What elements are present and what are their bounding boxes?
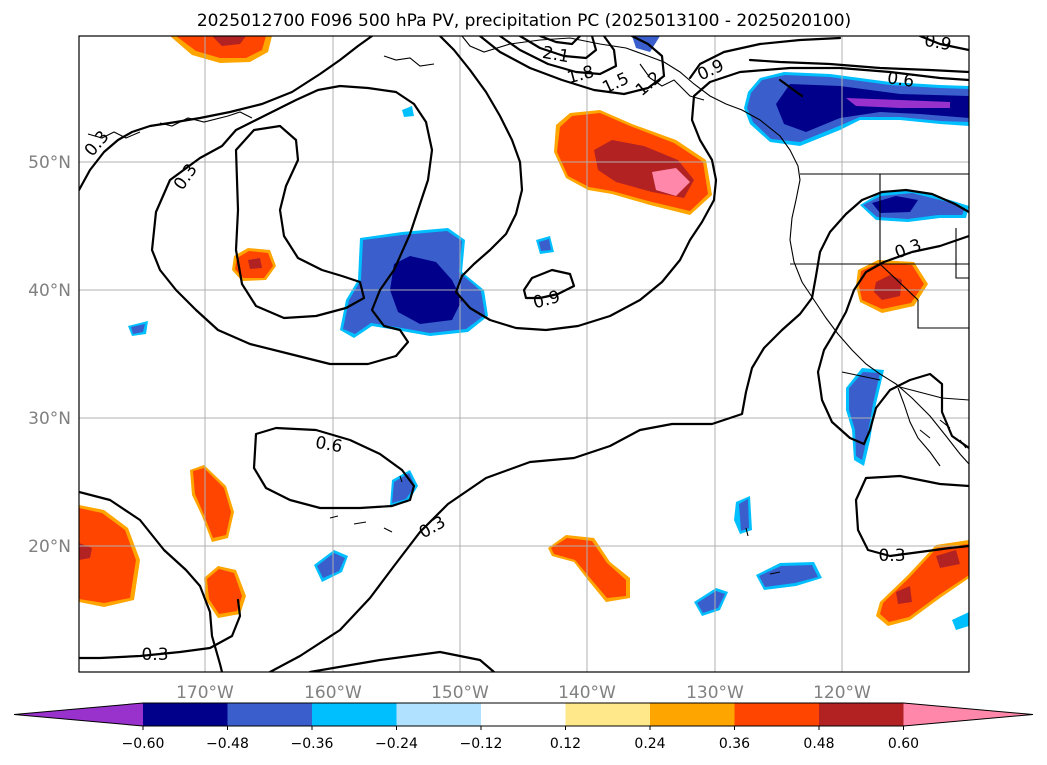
figure-title: 2025012700 F096 500 hPa PV, precipitatio… <box>197 11 851 31</box>
colorbar-segment <box>143 703 228 726</box>
pv-contour-0.3-california <box>816 234 969 450</box>
pv-contour-0.3-west <box>150 84 434 366</box>
colorbar-segment <box>650 703 735 726</box>
precip-blob-subtropic-2 <box>204 566 246 618</box>
lon-tick-label: 130°W <box>686 683 744 703</box>
colorbar-tick-label: 0.48 <box>803 736 834 752</box>
lat-tick-label: 30°N <box>28 409 71 429</box>
pv-contour-0.9-east <box>688 36 842 80</box>
colorbar-segment <box>819 703 904 726</box>
precip-blob-southeast <box>876 540 969 626</box>
pv-contour-0.9-small <box>522 268 576 300</box>
pv-contour-0.9-ne-edge <box>918 36 969 52</box>
graticule <box>79 36 969 672</box>
contour-label: 0.6 <box>314 433 344 457</box>
longitude-labels: 170°W 160°W 150°W 140°W 130°W 120°W <box>176 683 871 703</box>
colorbar-left-extension <box>14 703 143 726</box>
colorbar-right-extension <box>903 703 1033 726</box>
map-area: 0.3 0.3 0.3 0.3 0.3 0.3 0.6 0.6 0.9 0.9 … <box>79 31 969 672</box>
colorbar-tick-label: 0.12 <box>550 736 581 752</box>
colorbar-segment <box>565 703 651 726</box>
precip-blob-west-edge <box>79 505 140 607</box>
pv-contour-0.3-southeast <box>854 474 969 558</box>
pv-contour-0.6-ne <box>778 78 804 98</box>
contour-label: 0.3 <box>878 546 905 566</box>
precip-blob-central-pacific <box>340 228 488 338</box>
lon-tick-label: 160°W <box>304 683 362 703</box>
latitude-labels: 50°N 40°N 30°N 20°N <box>28 153 71 557</box>
precip-blob-subtropic-1 <box>190 465 234 542</box>
precip-blob-california <box>856 260 928 313</box>
pv-contour-1.2 <box>478 36 666 96</box>
contour-label: 0.3 <box>141 645 168 665</box>
colorbar-tick-label: 0.60 <box>888 736 919 752</box>
lat-tick-label: 20°N <box>28 537 71 557</box>
lat-tick-label: 40°N <box>28 281 71 301</box>
pv-contour-0.3-inner-hole <box>234 124 366 320</box>
colorbar-tick-label: −0.48 <box>206 736 249 752</box>
colorbar-tick-label: 0.24 <box>634 736 665 752</box>
precip-blob-top-left <box>170 36 272 63</box>
lat-tick-label: 50°N <box>28 153 71 173</box>
pv-contour-0.3-outer <box>79 36 374 192</box>
pv-contour-0.6-east <box>748 58 969 74</box>
colorbar-tick-label: −0.60 <box>122 736 165 752</box>
map-frame <box>78 35 970 673</box>
colorbar-segment <box>396 703 482 726</box>
lon-tick-label: 150°W <box>431 683 489 703</box>
precip-blob-central-south <box>548 535 630 602</box>
contour-label: 0.6 <box>886 68 916 92</box>
lon-tick-label: 170°W <box>176 683 234 703</box>
colorbar-segment <box>734 703 820 726</box>
precip-blob-gulf-alaska <box>744 72 969 146</box>
pv-contour-0.9-main <box>438 36 969 332</box>
colorbar-segment <box>481 703 566 726</box>
colorbar-segment <box>227 703 313 726</box>
colorbar: −0.60 −0.48 −0.36 −0.24 −0.12 0.12 0.24 0.36 0.4… <box>13 702 1034 752</box>
precip-negative-areas <box>128 36 969 630</box>
colorbar-tick-label: −0.24 <box>375 736 418 752</box>
pv-contour-1.8 <box>518 36 598 60</box>
pv-contour-0.6-south <box>252 426 416 510</box>
contour-label: 2.1 <box>541 43 571 67</box>
pv-contour-0.3-east <box>79 490 224 672</box>
pv-contours <box>79 36 969 672</box>
contour-label: 0.9 <box>923 31 953 55</box>
pv-contour-0.3-subtropic <box>268 188 969 672</box>
pv-contour-0.3-bottom <box>79 598 242 660</box>
pv-contour-1.5 <box>498 36 618 76</box>
lon-tick-label: 120°W <box>813 683 871 703</box>
colorbar-tick-label: −0.12 <box>460 736 503 752</box>
pv-contour-2.1 <box>538 36 582 46</box>
colorbar-segment <box>312 703 397 726</box>
colorbar-tick-label: −0.36 <box>291 736 334 752</box>
precip-positive-areas <box>79 36 969 626</box>
colorbar-tick-label: 0.36 <box>719 736 750 752</box>
lon-tick-label: 140°W <box>558 683 616 703</box>
pv-contour-0.3-bottom-east <box>308 650 496 672</box>
precip-blob-small-west <box>232 248 276 281</box>
